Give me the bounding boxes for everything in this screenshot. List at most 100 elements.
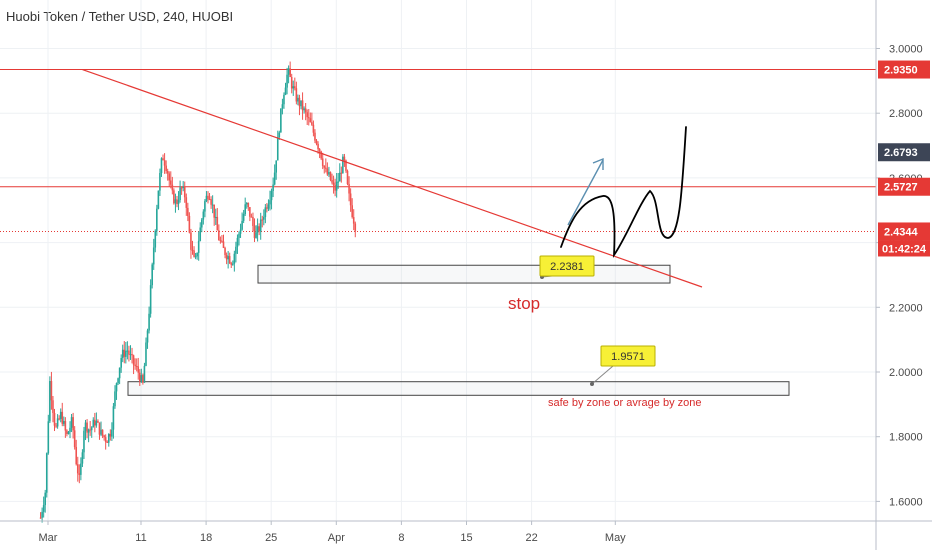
candle-body: [228, 256, 231, 264]
price-badge-label: 2.5727: [884, 182, 918, 194]
countdown-label: 01:42:24: [882, 243, 927, 255]
candle-body: [258, 226, 260, 232]
chart-title: Huobi Token / Tether USD, 240, HUOBI: [6, 9, 234, 24]
candle-body: [39, 517, 42, 519]
projection-arrow-line[interactable]: [567, 159, 604, 226]
candle-body: [188, 215, 191, 233]
candle-body: [218, 230, 220, 241]
candle-body: [287, 68, 290, 75]
candle-body: [159, 173, 161, 191]
candle-body: [98, 422, 101, 435]
drawings[interactable]: [82, 68, 703, 288]
candle-body: [146, 330, 149, 343]
candle-body: [280, 108, 282, 133]
candle-body: [187, 207, 189, 216]
candle-body: [50, 381, 53, 401]
candle-body: [242, 214, 245, 221]
candle-body: [53, 412, 56, 426]
candle-body: [214, 216, 217, 218]
candle-body: [318, 149, 321, 152]
candle-body: [284, 87, 287, 95]
horizontal-lines[interactable]: [0, 69, 876, 232]
callout-box[interactable]: [539, 255, 595, 277]
candle-body: [295, 88, 298, 102]
candle-body: [312, 124, 315, 133]
callout-anchor: [590, 382, 594, 386]
candle-body: [128, 350, 130, 355]
trend-line[interactable]: [82, 68, 703, 288]
candle-body: [162, 158, 164, 161]
candle-body: [132, 355, 135, 365]
candle-body: [335, 181, 338, 191]
candle-body: [66, 430, 68, 435]
candle-body: [81, 452, 84, 464]
candle-body: [142, 375, 144, 383]
candle-body: [199, 227, 202, 241]
candle-body: [126, 350, 129, 352]
zone-rectangle[interactable]: [257, 264, 671, 284]
candle-body: [69, 427, 71, 432]
candle-body: [309, 118, 312, 123]
zones[interactable]: [127, 264, 790, 396]
candle-body: [120, 358, 122, 368]
candle-body: [272, 184, 274, 191]
candle-body: [107, 433, 110, 443]
candle-body: [222, 241, 225, 248]
candle-body: [342, 156, 344, 174]
candle-body: [255, 232, 257, 238]
candle-body: [261, 219, 264, 221]
candle-body: [64, 421, 67, 431]
candle-body: [160, 158, 163, 174]
candle-body: [169, 180, 172, 185]
candle-body: [194, 256, 197, 258]
candle-body: [230, 263, 233, 265]
candle-body: [44, 492, 47, 506]
candle-body: [80, 463, 82, 475]
candle-body: [196, 252, 198, 257]
candle-body: [58, 418, 60, 420]
callouts[interactable]: 2.2381 1.9571 stop safe by zone or avrage b…: [508, 255, 701, 409]
candle-body: [300, 100, 302, 107]
time-tick-label: 11: [135, 532, 146, 544]
zone-rectangle[interactable]: [127, 381, 790, 396]
candle-body: [241, 220, 243, 230]
candle-body: [83, 430, 85, 453]
candle-body: [125, 350, 127, 357]
candle-body: [149, 285, 152, 314]
candle-body: [334, 185, 336, 191]
candle-body: [231, 263, 234, 265]
candle-body: [157, 190, 160, 209]
callout-box[interactable]: [600, 345, 656, 367]
candle-body: [221, 240, 223, 242]
candle-body: [100, 429, 102, 435]
candle-body: [114, 391, 116, 407]
candle-body: [47, 421, 50, 454]
price-badge: [878, 177, 930, 196]
candle-body: [306, 112, 309, 118]
price-tick-label: 1.6000: [889, 496, 923, 508]
candle-body: [238, 233, 240, 238]
time-tick-label: May: [605, 532, 626, 544]
projection-arrow-head[interactable]: [592, 157, 604, 170]
projection-scribble[interactable]: [560, 126, 687, 259]
candle-body: [183, 186, 186, 198]
candle-body: [326, 168, 329, 175]
candle-body: [59, 411, 62, 419]
candle-body: [224, 247, 226, 256]
candle-body: [328, 172, 330, 175]
candle-body: [225, 255, 228, 260]
candle-body: [135, 366, 138, 368]
candle-body: [337, 181, 340, 183]
candle-body: [123, 349, 126, 357]
candle-body: [112, 406, 115, 430]
candle-body: [351, 205, 353, 218]
candle-body: [235, 246, 237, 254]
candle-body: [143, 365, 146, 383]
candle-body: [191, 249, 194, 251]
candle-body: [210, 199, 212, 205]
candle-body: [211, 204, 214, 206]
candle-body: [346, 170, 349, 185]
candle-body: [63, 421, 65, 424]
